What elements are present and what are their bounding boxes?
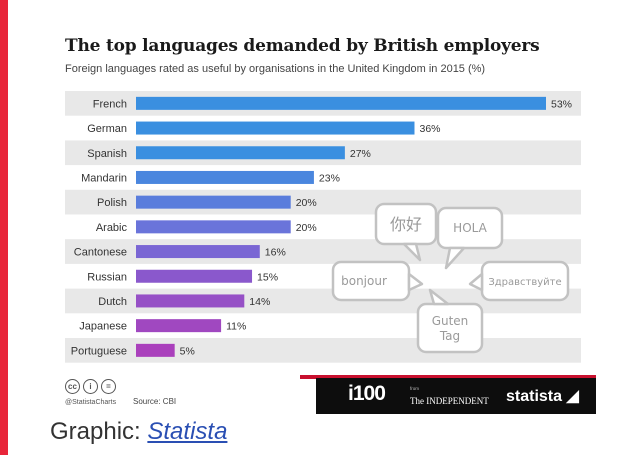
left-accent-bar bbox=[0, 0, 8, 455]
category-label: French bbox=[93, 98, 127, 110]
bubble-chinese-text: 你好 bbox=[390, 215, 422, 234]
bar bbox=[136, 245, 260, 259]
bar bbox=[136, 269, 253, 283]
bubble-chinese-tail bbox=[402, 242, 422, 262]
bubble-french-tail bbox=[407, 272, 424, 292]
category-label: Portuguese bbox=[71, 345, 127, 357]
statista-logo: statista ◢ bbox=[506, 386, 579, 406]
bubble-russian-fill bbox=[484, 264, 566, 298]
bubble-french-text: bonjour bbox=[341, 274, 387, 288]
value-label: 20% bbox=[296, 222, 317, 234]
from-label: from bbox=[410, 386, 419, 391]
chart-card: French 53% German 36% Spanish 27% Mandarin 23% P… bbox=[50, 28, 596, 414]
bubble-spanish-text: HOLA bbox=[453, 221, 487, 235]
statista-handle: @StatistaCharts bbox=[65, 399, 117, 406]
bar bbox=[136, 319, 222, 333]
bubble-russian-text: Здравствуйте bbox=[488, 277, 561, 288]
attribution-icon: i bbox=[83, 379, 98, 394]
value-label: 36% bbox=[419, 123, 440, 135]
bubble-german-text-line1: Guten bbox=[432, 314, 469, 328]
independent-logo: The INDEPENDENT bbox=[410, 396, 489, 406]
bar bbox=[136, 170, 314, 184]
chart-title: The top languages demanded by British em… bbox=[65, 36, 540, 56]
bar bbox=[136, 195, 291, 209]
category-label: Japanese bbox=[79, 321, 127, 333]
value-label: 15% bbox=[257, 271, 278, 283]
bubble-spanish-tail bbox=[444, 246, 466, 270]
category-label: Mandarin bbox=[81, 172, 127, 184]
category-label: Dutch bbox=[98, 296, 127, 308]
source-note: Source: CBI bbox=[133, 397, 177, 406]
value-label: 5% bbox=[180, 345, 195, 357]
bubble-german-fill bbox=[420, 306, 480, 350]
bar bbox=[136, 343, 175, 357]
value-label: 53% bbox=[551, 98, 572, 110]
bar bbox=[136, 121, 415, 135]
value-label: 20% bbox=[296, 197, 317, 209]
image-credit: Graphic: Statista bbox=[50, 418, 227, 446]
category-label: Polish bbox=[97, 197, 127, 209]
value-label: 14% bbox=[249, 296, 270, 308]
bar bbox=[136, 146, 345, 160]
footer-brand-band bbox=[316, 378, 596, 414]
value-label: 11% bbox=[226, 321, 246, 333]
chart-subtitle: Foreign languages rated as useful by org… bbox=[65, 63, 486, 75]
value-label: 27% bbox=[350, 148, 371, 160]
license-icons: cc i = bbox=[65, 379, 116, 394]
bar-chart: French 53% German 36% Spanish 27% Mandarin 23% P… bbox=[65, 91, 581, 363]
bubble-spanish-fill bbox=[440, 210, 500, 246]
no-derivatives-icon: = bbox=[101, 379, 116, 394]
bubble-chinese-fill bbox=[378, 206, 434, 242]
category-label: Spanish bbox=[87, 148, 127, 160]
bar bbox=[136, 96, 546, 110]
category-label: Cantonese bbox=[74, 247, 127, 259]
category-label: Russian bbox=[87, 271, 127, 283]
value-label: 23% bbox=[319, 172, 340, 184]
footer-red-stripe bbox=[300, 375, 596, 379]
statista-brand-text: statista bbox=[506, 388, 563, 405]
bubble-russian-tail bbox=[468, 272, 484, 292]
statista-logo-icon: ◢ bbox=[566, 388, 579, 405]
value-label: 16% bbox=[265, 247, 286, 259]
bubble-german-text-line2: Tag bbox=[439, 329, 460, 343]
bar bbox=[136, 220, 291, 234]
credit-prefix: Graphic: bbox=[50, 418, 148, 445]
statista-link[interactable]: Statista bbox=[147, 418, 228, 445]
category-label: Arabic bbox=[96, 222, 128, 234]
bubble-french-fill bbox=[335, 264, 407, 298]
bar bbox=[136, 294, 245, 308]
category-label: German bbox=[87, 123, 127, 135]
bubble-german-tail bbox=[428, 288, 450, 306]
i100-logo: i100 bbox=[348, 382, 386, 405]
creative-commons-icon: cc bbox=[65, 379, 80, 394]
